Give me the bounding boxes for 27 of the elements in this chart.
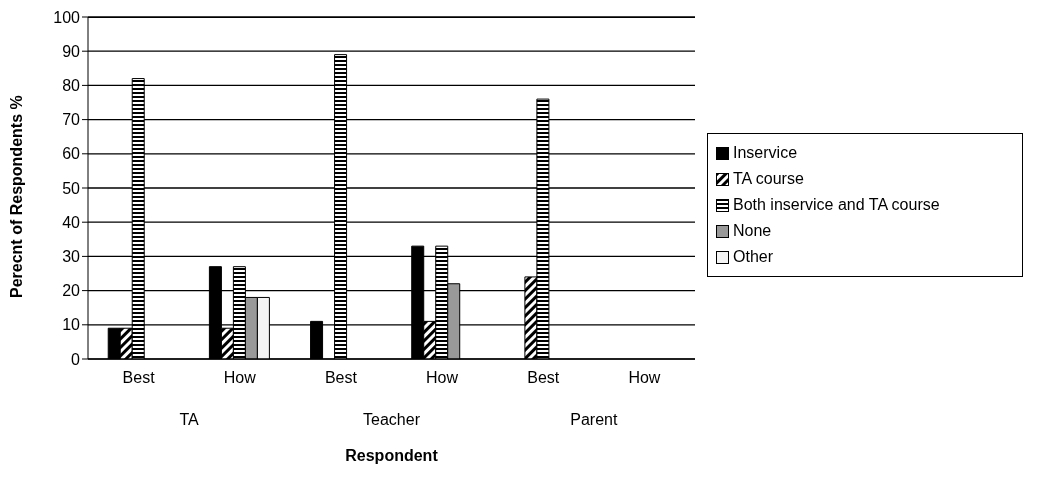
y-tick-label: 20: [62, 282, 81, 300]
y-tick-label: 80: [62, 77, 81, 95]
legend-label: TA course: [733, 170, 804, 188]
x-tick-label: Best: [527, 369, 560, 386]
x-tick-label: Best: [122, 369, 156, 386]
x-axis-title: Respondent: [345, 447, 439, 464]
text: Parent: [570, 411, 618, 428]
y-tick-label: 40: [62, 213, 81, 231]
x-tick-label: How: [223, 369, 257, 386]
y-tick-label: 50: [62, 179, 81, 197]
y-tick-label: 70: [62, 111, 81, 129]
x-tick-label: Best: [324, 369, 358, 386]
x-tick-label: How: [628, 369, 661, 386]
y-tick-label: 10: [62, 316, 81, 334]
y-tick-label: 100: [53, 8, 81, 26]
legend-label: Both inservice and TA course: [733, 196, 940, 214]
text: TA: [179, 411, 200, 428]
legend-label: None: [733, 222, 772, 240]
y-axis-title: Perecnt of Respondents %: [7, 95, 25, 298]
legend-label: Inservice: [733, 144, 798, 162]
y-tick-label: 0: [71, 350, 81, 368]
y-tick-label: 90: [62, 42, 81, 60]
text: Teacher: [363, 411, 421, 428]
y-tick-label: 60: [62, 145, 81, 163]
legend-label: Other: [733, 248, 774, 266]
y-tick-label: 30: [62, 248, 81, 266]
x-tick-label: How: [426, 369, 459, 386]
